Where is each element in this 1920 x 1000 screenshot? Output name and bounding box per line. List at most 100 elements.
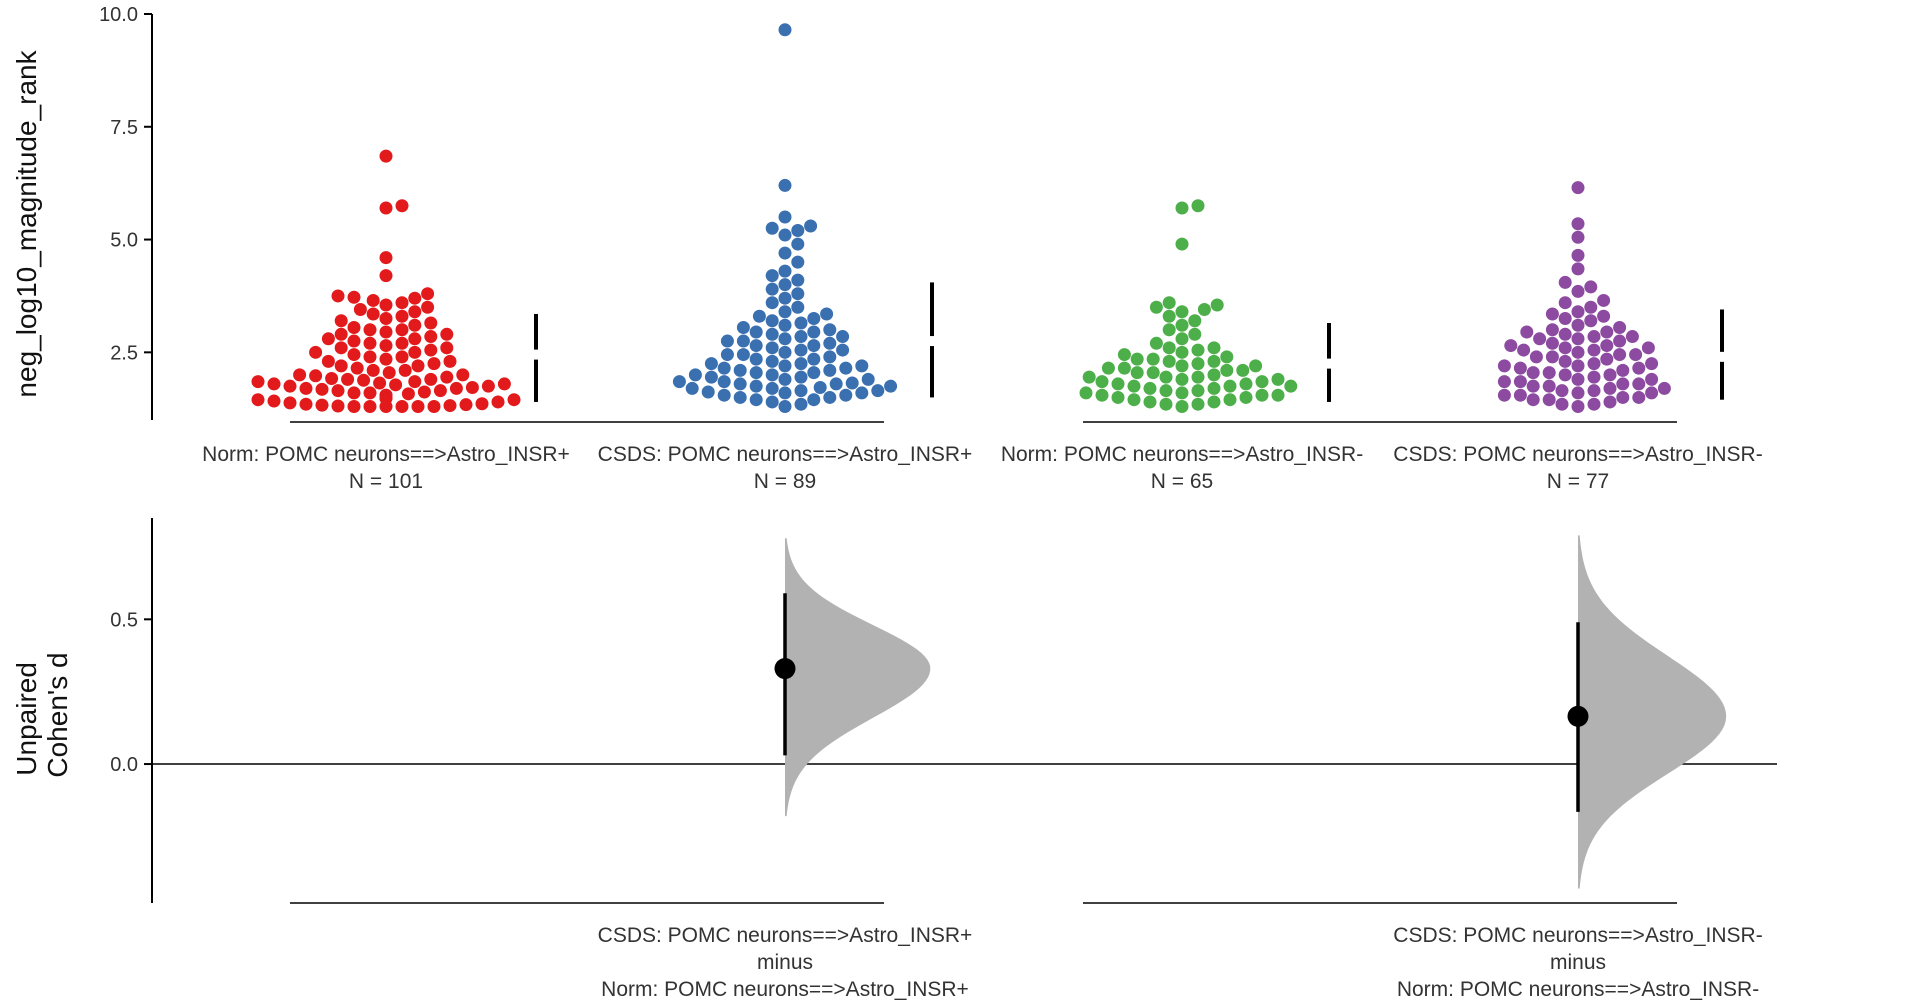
swarm-point [1529,350,1543,364]
swarm-point [736,321,750,335]
swarm-point [347,348,361,362]
bottom-y-tick-label: 0.5 [110,609,138,631]
swarm-point [443,399,457,413]
swarm-point [778,291,792,305]
effect-size-point [1567,705,1589,727]
swarm-point [1613,334,1627,348]
top-y-tick-label: 2.5 [110,342,138,364]
swarm-point [395,296,409,310]
swarm-point [1149,300,1163,314]
swarm-point [823,336,837,350]
swarm-point [411,359,425,373]
swarm-point [1175,201,1189,215]
swarm-point [1571,318,1585,332]
swarm-point [1249,359,1263,373]
group-3-name: Norm: POMC neurons==>Astro_INSR- [1001,443,1363,466]
swarm-point [1130,366,1144,380]
swarm-point [251,375,265,389]
swarm-point [1571,305,1585,319]
swarm-point [807,325,821,339]
bottom-y-tick-label: 0.0 [110,754,138,776]
swarm-point [1587,370,1601,384]
swarm-point [765,327,779,341]
swarm-point [1584,314,1598,328]
swarm-point [1175,345,1189,359]
swarm-point [778,305,792,319]
group-4-name: CSDS: POMC neurons==>Astro_INSR- [1393,443,1762,466]
swarm-point [765,341,779,355]
bootstrap-distribution [1578,535,1727,889]
group-3-n: N = 65 [1151,470,1213,493]
swarm-point [765,269,779,283]
top-y-tick-label: 7.5 [110,117,138,139]
swarm-point [1571,217,1585,231]
swarm-point [411,399,425,413]
swarm-point [778,345,792,359]
swarm-point [778,278,792,292]
swarm-point [717,388,731,402]
swarm-point [794,343,808,357]
swarm-point [424,372,438,386]
swarm-point [1255,375,1269,389]
swarm-point [1587,357,1601,371]
group-label-4: CSDS: POMC neurons==>Astro_INSR- N = 77 [1393,443,1762,493]
swarm-point [334,327,348,341]
swarm-point [836,343,850,357]
swarm-point [778,228,792,242]
swarm-point [366,307,380,321]
swarm-point [424,330,438,344]
swarm-point [395,309,409,323]
swarm-point [823,363,837,377]
swarm-point [1175,305,1189,319]
swarm-point [1127,379,1141,393]
swarm-point [379,201,393,215]
swarm-point [379,325,393,339]
swarm-point [417,385,431,399]
swarm-points [251,23,1671,413]
swarm-point [373,376,387,390]
swarm-point [1587,397,1601,411]
swarm-point [1587,343,1601,357]
swarm-point [1545,350,1559,364]
swarm-point [334,341,348,355]
swarm-point [1175,359,1189,373]
swarm-point [379,251,393,265]
swarm-point [427,399,441,413]
swarm-point [778,246,792,260]
swarm-point [1239,390,1253,404]
swarm-point [807,352,821,366]
swarm-point [823,323,837,337]
swarm-point [1587,330,1601,344]
swarm-point [1571,372,1585,386]
mean-sd-bars [534,282,1724,402]
swarm-point [794,370,808,384]
swarm-point [1571,262,1585,276]
swarm-point [1162,296,1176,310]
swarm-point [752,309,766,323]
comparison-2-line-1: CSDS: POMC neurons==>Astro_INSR- [1393,924,1762,947]
swarm-point [733,363,747,377]
swarm-point [749,379,763,393]
swarm-panel: 2.5 5.0 7.5 10.0 neg_log10_magnitude_rank N… [11,4,1763,493]
swarm-point [1188,314,1202,328]
swarm-point [1191,199,1205,213]
swarm-point [1197,302,1211,316]
swarm-point [1584,280,1598,294]
swarm-point [331,384,345,398]
swarm-point [1520,325,1534,339]
swarm-point [1641,341,1655,355]
swarm-point [350,361,364,375]
swarm-point [1571,345,1585,359]
swarm-point [1526,393,1540,407]
swarm-point [1111,377,1125,391]
swarm-point [1210,298,1224,312]
swarm-point [704,357,718,371]
effect-size-panel: 0.0 0.5 Unpaired Cohen's d CSDS: POMC neu… [11,518,1777,1000]
swarm-point [1146,352,1160,366]
swarm-point [1207,341,1221,355]
swarm-point [736,348,750,362]
swarm-point [379,269,393,283]
swarm-point [1526,379,1540,393]
swarm-point [1603,381,1617,395]
swarm-point [778,332,792,346]
